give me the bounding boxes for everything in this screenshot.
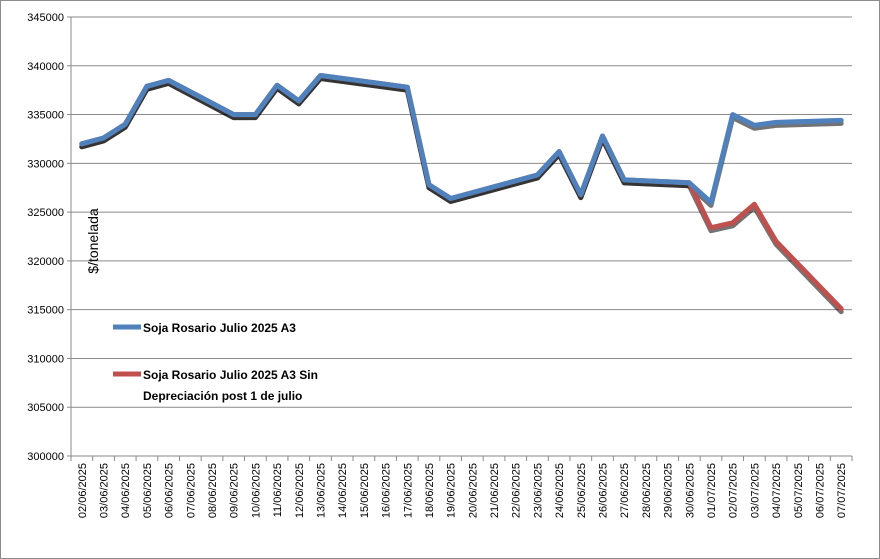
x-tick-label: 27/06/2025 [619, 463, 631, 518]
legend-label-series-1: Soja Rosario Julio 2025 A3 [143, 321, 296, 335]
y-tick-label: 315000 [27, 305, 64, 317]
x-tick-label: 24/06/2025 [554, 463, 566, 518]
series-2-line [79, 73, 844, 312]
series-1-line [79, 73, 844, 205]
series-lines [79, 73, 844, 315]
x-tick-label: 26/06/2025 [598, 463, 610, 518]
y-tick-label: 320000 [27, 256, 64, 268]
x-tick-label: 06/07/2025 [814, 463, 826, 518]
legend-label-series-2: Soja Rosario Julio 2025 A3 Sin Depreciac… [143, 368, 321, 403]
x-tick-label: 18/06/2025 [424, 463, 436, 518]
x-tick-label: 16/06/2025 [381, 463, 393, 518]
x-tick-labels: 02/06/2025 03/06/2025 04/06/2025 05/06/2025… [77, 463, 848, 518]
x-tick-label: 09/06/2025 [229, 463, 241, 518]
x-tick-label: 12/06/2025 [294, 463, 306, 518]
x-tick-label: 05/06/2025 [142, 463, 154, 518]
x-tick-label: 08/06/2025 [207, 463, 219, 518]
y-tick-label: 340000 [27, 61, 64, 73]
y-tick-label: 330000 [27, 158, 64, 170]
x-tick-label: 06/06/2025 [164, 463, 176, 518]
y-tick-label: 325000 [27, 207, 64, 219]
x-tick-label: 29/06/2025 [663, 463, 675, 518]
x-tick-label: 17/06/2025 [402, 463, 414, 518]
y-tick-label: 345000 [27, 12, 64, 24]
x-tick-label: 05/07/2025 [793, 463, 805, 518]
x-tick-label: 02/06/2025 [77, 463, 89, 518]
y-tick-label: 305000 [27, 402, 64, 414]
y-tick-label: 335000 [27, 110, 64, 122]
y-axis-label: $/tonelada [85, 208, 101, 274]
x-tick-label: 15/06/2025 [359, 463, 371, 518]
x-tick-label: 21/06/2025 [489, 463, 501, 518]
x-tick-label: 11/06/2025 [272, 463, 284, 517]
x-tick-label: 03/07/2025 [749, 463, 761, 518]
x-tick-label: 13/06/2025 [315, 463, 327, 518]
grid-lines [71, 16, 852, 408]
x-tick-label: 01/07/2025 [706, 463, 718, 518]
x-tick-label: 19/06/2025 [446, 463, 458, 518]
axes [67, 16, 853, 461]
x-tick-label: 04/07/2025 [771, 463, 783, 518]
y-tick-labels: 300000 305000 310000 315000 320000 325000 3300… [27, 12, 64, 463]
legend: Soja Rosario Julio 2025 A3 Soja Rosario … [113, 321, 321, 403]
x-tick-label: 25/06/2025 [576, 463, 588, 518]
x-tick-label: 02/07/2025 [728, 463, 740, 518]
x-tick-label: 03/06/2025 [99, 463, 111, 518]
x-tick-label: 22/06/2025 [511, 463, 523, 518]
y-tick-label: 310000 [27, 353, 64, 365]
x-tick-label: 07/06/2025 [185, 463, 197, 518]
x-tick-label: 07/07/2025 [836, 463, 848, 518]
x-tick-label: 10/06/2025 [250, 463, 262, 518]
x-tick-label: 04/06/2025 [120, 463, 132, 518]
x-tick-label: 28/06/2025 [641, 463, 653, 518]
x-tick-label: 20/06/2025 [467, 463, 479, 518]
y-tick-label: 300000 [27, 451, 64, 463]
x-tick-label: 30/06/2025 [684, 463, 696, 518]
x-tick-label: 14/06/2025 [337, 463, 349, 518]
x-tick-label: 23/06/2025 [532, 463, 544, 518]
